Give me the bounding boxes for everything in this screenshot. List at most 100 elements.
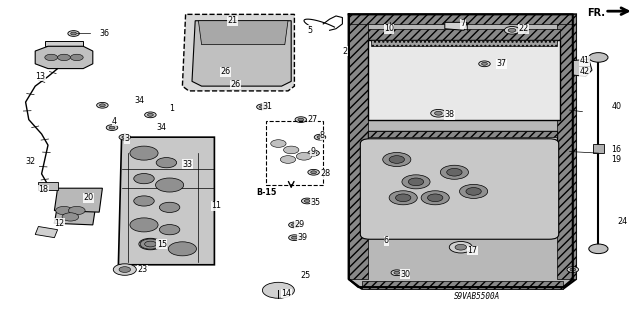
- Circle shape: [466, 188, 481, 195]
- Circle shape: [70, 54, 83, 61]
- Circle shape: [159, 202, 180, 212]
- Circle shape: [308, 169, 319, 175]
- Circle shape: [145, 112, 156, 118]
- Circle shape: [284, 146, 299, 154]
- Text: 26: 26: [230, 80, 241, 89]
- Circle shape: [97, 102, 108, 108]
- Circle shape: [260, 105, 265, 108]
- Polygon shape: [362, 281, 563, 289]
- Circle shape: [134, 196, 154, 206]
- Circle shape: [308, 150, 319, 156]
- Circle shape: [113, 264, 136, 275]
- Text: 42: 42: [579, 67, 589, 76]
- Circle shape: [440, 165, 468, 179]
- Circle shape: [449, 241, 472, 253]
- Circle shape: [428, 194, 443, 202]
- Circle shape: [589, 244, 608, 254]
- Circle shape: [262, 282, 294, 298]
- Text: 17: 17: [467, 246, 477, 255]
- Circle shape: [119, 134, 131, 140]
- Text: 6: 6: [384, 236, 389, 245]
- Circle shape: [289, 222, 300, 228]
- Polygon shape: [182, 14, 294, 91]
- Circle shape: [100, 104, 105, 107]
- Circle shape: [119, 267, 131, 272]
- Text: 34: 34: [157, 123, 167, 132]
- Text: 1: 1: [170, 104, 175, 113]
- Polygon shape: [45, 41, 83, 46]
- Circle shape: [147, 113, 153, 116]
- Circle shape: [122, 136, 128, 138]
- Text: 29: 29: [294, 220, 305, 229]
- Circle shape: [298, 118, 303, 121]
- Circle shape: [156, 178, 184, 192]
- Circle shape: [389, 191, 417, 205]
- Circle shape: [271, 140, 286, 147]
- Text: 41: 41: [579, 56, 589, 65]
- Polygon shape: [349, 14, 576, 289]
- Circle shape: [257, 104, 268, 110]
- Polygon shape: [38, 182, 58, 190]
- Text: 24: 24: [618, 217, 628, 226]
- Circle shape: [292, 236, 298, 239]
- Circle shape: [68, 31, 79, 36]
- Circle shape: [447, 168, 462, 176]
- Circle shape: [396, 194, 411, 202]
- Circle shape: [106, 125, 118, 130]
- Circle shape: [435, 111, 442, 115]
- Circle shape: [145, 241, 156, 247]
- Polygon shape: [54, 188, 102, 212]
- Text: 40: 40: [611, 102, 621, 111]
- Text: 36: 36: [99, 29, 109, 38]
- Text: 18: 18: [38, 185, 49, 194]
- Polygon shape: [349, 14, 576, 24]
- Text: 30: 30: [400, 270, 410, 279]
- Text: 28: 28: [320, 169, 330, 178]
- Circle shape: [58, 54, 70, 61]
- Polygon shape: [35, 46, 93, 69]
- Text: 12: 12: [54, 219, 65, 228]
- Text: 33: 33: [182, 160, 193, 169]
- Circle shape: [402, 175, 430, 189]
- Circle shape: [383, 152, 411, 167]
- Text: 38: 38: [445, 110, 455, 119]
- Text: 9: 9: [310, 147, 316, 156]
- Text: 3: 3: [125, 134, 130, 143]
- Circle shape: [109, 126, 115, 129]
- Circle shape: [479, 61, 490, 67]
- Circle shape: [140, 239, 161, 249]
- Circle shape: [68, 206, 85, 215]
- Circle shape: [311, 152, 317, 155]
- Polygon shape: [368, 29, 560, 40]
- Polygon shape: [557, 14, 576, 279]
- Polygon shape: [368, 40, 560, 120]
- Text: B-15: B-15: [256, 189, 276, 197]
- Circle shape: [431, 109, 446, 117]
- Circle shape: [311, 171, 317, 174]
- Text: 7: 7: [461, 19, 466, 28]
- Circle shape: [134, 174, 154, 184]
- Circle shape: [317, 136, 323, 138]
- Polygon shape: [349, 14, 368, 279]
- Polygon shape: [371, 40, 557, 46]
- Circle shape: [292, 223, 298, 226]
- Text: 25: 25: [301, 271, 311, 280]
- Circle shape: [314, 134, 326, 140]
- Text: 2: 2: [342, 47, 348, 56]
- Text: 31: 31: [262, 102, 273, 111]
- Text: 27: 27: [307, 115, 317, 124]
- Circle shape: [139, 238, 162, 250]
- Polygon shape: [368, 131, 557, 236]
- Polygon shape: [368, 131, 557, 137]
- Text: 10: 10: [384, 24, 394, 33]
- Circle shape: [421, 191, 449, 205]
- FancyBboxPatch shape: [360, 139, 559, 239]
- Polygon shape: [198, 21, 288, 45]
- Text: 11: 11: [211, 201, 221, 210]
- Circle shape: [62, 213, 79, 221]
- Text: 26: 26: [221, 67, 231, 76]
- Circle shape: [408, 178, 424, 186]
- Circle shape: [482, 62, 488, 65]
- Circle shape: [389, 156, 404, 163]
- Text: 21: 21: [227, 16, 237, 25]
